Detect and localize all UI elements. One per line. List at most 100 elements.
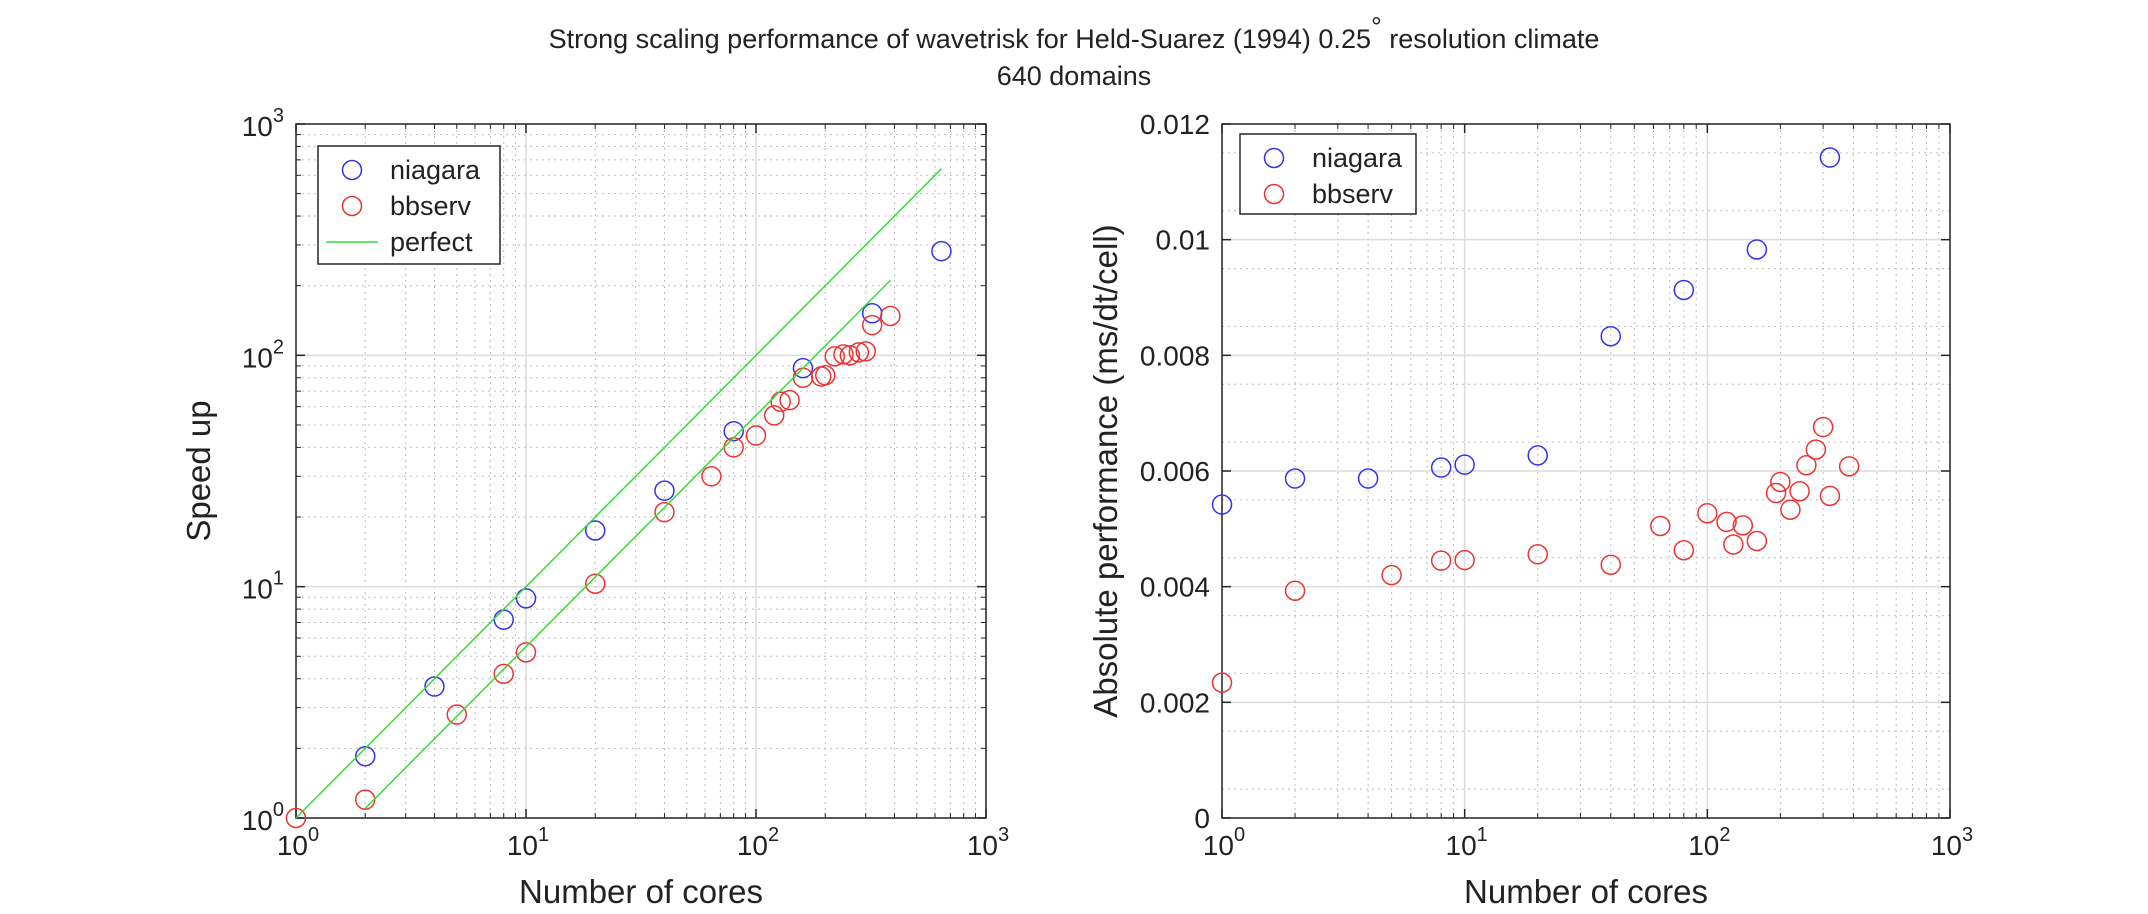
x-tick-exp: 0 [308, 824, 319, 846]
niagara-point [792, 357, 814, 379]
x-tick-base: 10 [737, 830, 768, 861]
bbserv-point [779, 389, 800, 411]
legend-entry-label: niagara [390, 155, 481, 185]
legend-entry-label: niagara [1312, 143, 1403, 173]
x-tick-label: 103 [1931, 824, 1973, 861]
niagara-point [723, 420, 744, 442]
axes-box [295, 123, 987, 819]
bbserv-point [824, 346, 846, 367]
bbserv-point [1819, 485, 1841, 507]
y-tick-exp: 2 [273, 336, 284, 358]
bbserv-point [745, 425, 767, 446]
bbserv-point [1211, 672, 1233, 693]
y-tick-label: 101 [242, 568, 284, 605]
bbserv-point [814, 365, 836, 386]
series-niagara [1211, 147, 1841, 515]
x-tick-exp: 3 [1962, 824, 1973, 846]
y-tick-label: 0 [1194, 803, 1210, 834]
y-tick-label: 0.012 [1140, 109, 1210, 140]
bbserv-point [1732, 515, 1754, 536]
legend-entry-label: bbserv [390, 191, 472, 221]
legend-marker [1263, 183, 1285, 205]
legend-entry-label: perfect [390, 227, 473, 257]
y-tick-exp: 3 [273, 105, 284, 127]
bbserv-point [1796, 454, 1817, 476]
legend: niagara bbserv [1239, 133, 1417, 215]
figure-title-line2: 640 domains [997, 61, 1152, 91]
bbserv-point [1697, 502, 1718, 524]
figure-title-line1: Strong scaling performance of wavetrisk … [549, 12, 1600, 54]
bbserv-point [839, 345, 861, 366]
absolute-performance-chart: 100 101 102 10300.0020.0040.0060.0080.010.0… [1087, 109, 1973, 910]
bbserv-point [493, 663, 514, 685]
figure-title-degree: ° [1371, 12, 1382, 42]
bbserv-point [1789, 480, 1810, 502]
niagara-point [1430, 457, 1452, 478]
bbserv-point [1770, 471, 1791, 493]
niagara-point [1600, 325, 1622, 347]
y-tick-label: 0.008 [1140, 340, 1210, 371]
bbserv-point [285, 807, 307, 829]
x-axis-label: Number of cores [1464, 873, 1708, 910]
niagara-point [1527, 445, 1548, 466]
x-tick-exp: 2 [768, 824, 779, 846]
legend-marker [1263, 147, 1285, 169]
bbserv-point [1716, 511, 1737, 533]
bbserv-point [861, 314, 883, 336]
niagara-point [424, 676, 445, 697]
figure-title-text-end: resolution climate [1382, 24, 1600, 54]
legend-marker [341, 195, 363, 217]
x-tick-label: 102 [1688, 824, 1730, 861]
bbserv-point [1673, 539, 1695, 561]
y-tick-base: 10 [242, 342, 273, 373]
y-tick-base: 10 [242, 574, 273, 605]
niagara-point [515, 588, 537, 609]
bbserv-point [446, 704, 468, 725]
series-niagara [354, 240, 952, 767]
bbserv-point [1381, 564, 1402, 586]
bbserv-point [1765, 482, 1787, 504]
niagara-point [654, 480, 675, 501]
x-tick-label: 100 [1203, 824, 1245, 861]
y-tick-base: 10 [242, 111, 273, 142]
series-bbserv [1211, 416, 1860, 693]
perfect-line [364, 279, 891, 809]
bbserv-point [1650, 515, 1671, 537]
bbserv-point [1723, 534, 1744, 555]
x-axis-label: Number of cores [519, 873, 763, 910]
niagara-point [1673, 279, 1695, 301]
y-axis-label: Speed up [180, 400, 217, 541]
perfect-line [295, 168, 942, 819]
y-axis-label: Absolute performance (ms/dt/cell) [1087, 224, 1124, 717]
x-tick-exp: 0 [1234, 824, 1245, 846]
x-tick-exp: 2 [1719, 824, 1730, 846]
y-tick-label: 0.006 [1140, 456, 1210, 487]
x-tick-base: 10 [1446, 830, 1477, 861]
legend: niagara bbserv perfect [317, 145, 501, 265]
x-tick-label: 100 [277, 824, 319, 861]
niagara-point [1819, 147, 1841, 168]
y-tick-label: 0.01 [1156, 225, 1211, 256]
bbserv-point [833, 344, 854, 365]
bbserv-point [515, 642, 537, 663]
y-tick-exp: 1 [273, 568, 284, 590]
niagara-point [1454, 454, 1475, 475]
bbserv-point [770, 391, 791, 413]
niagara-point [584, 520, 606, 541]
x-tick-exp: 1 [538, 824, 549, 846]
bbserv-point [1284, 580, 1306, 601]
y-tick-base: 10 [242, 805, 273, 836]
series-bbserv [285, 305, 901, 829]
bbserv-point [701, 466, 722, 487]
niagara-point [1357, 468, 1379, 489]
y-tick-label: 103 [242, 105, 284, 142]
x-tick-label: 103 [967, 824, 1009, 861]
niagara-point [1211, 494, 1233, 515]
x-tick-label: 101 [507, 824, 549, 861]
bbserv-point [880, 305, 901, 327]
niagara-point [354, 745, 376, 767]
x-tick-exp: 1 [1477, 824, 1488, 846]
bbserv-point [855, 341, 876, 362]
